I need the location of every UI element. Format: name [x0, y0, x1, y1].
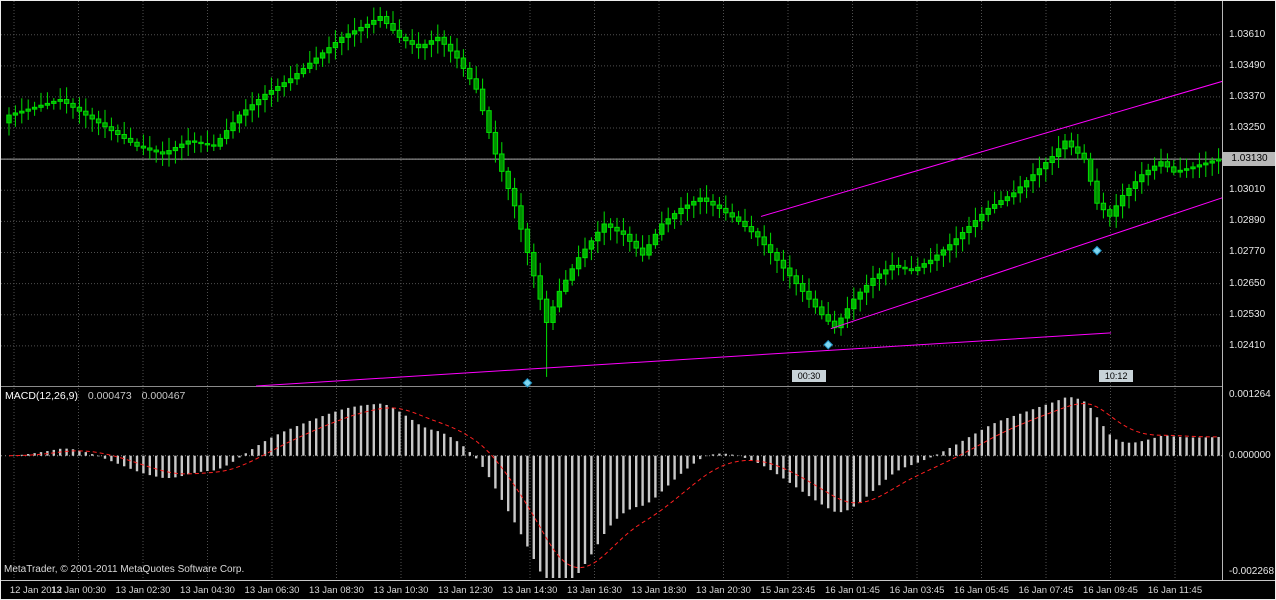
indicator-name: MACD(12,26,9) — [5, 390, 78, 402]
time-marker-tag[interactable]: 00:30 — [792, 370, 826, 382]
time-axis-label: 16 Jan 03:45 — [889, 585, 945, 596]
trendlines[interactable] — [256, 80, 1222, 387]
time-axis-label: 13 Jan 14:30 — [502, 585, 558, 596]
time-axis[interactable]: 12 Jan 2012 13 Jan 00:30 13 Jan 02:30 13 Ja… — [1, 580, 1275, 599]
time-axis-label: 16 Jan 05:45 — [954, 585, 1009, 596]
copyright-text: MetaTrader, © 2001-2011 MetaQuotes Softw… — [4, 564, 245, 575]
indicator-main-value: 0.000473 — [87, 390, 132, 402]
time-axis-label: 13 Jan 12:30 — [438, 585, 493, 596]
trendline[interactable] — [830, 197, 1222, 330]
price-axis-label: 1.03370 — [1229, 90, 1266, 102]
time-axis-label: 15 Jan 23:45 — [760, 585, 816, 596]
time-axis-label: 13 Jan 18:30 — [631, 585, 687, 596]
diamond-marker[interactable] — [522, 377, 533, 388]
price-axis-label: 1.03490 — [1229, 59, 1266, 71]
macd-axis-label-top: 0.001264 — [1229, 389, 1271, 400]
chart-markers[interactable] — [522, 245, 1102, 388]
candlestick-chart[interactable] — [1, 1, 1222, 579]
macd-axis-label-zero: 0.000000 — [1229, 450, 1271, 461]
time-axis-label: 16 Jan 07:45 — [1018, 585, 1074, 596]
price-axis[interactable]: 1.03130 0.001264 0.000000 -0.002268 1.03… — [1222, 1, 1275, 580]
candles-series — [6, 7, 1222, 377]
time-axis-label: 12 Jan 2012 — [9, 585, 63, 596]
time-axis-label: 16 Jan 09:45 — [1083, 585, 1138, 596]
trendline[interactable] — [256, 332, 1112, 387]
trendline[interactable] — [760, 80, 1222, 217]
time-axis-label: 16 Jan 11:45 — [1147, 585, 1203, 596]
price-axis-label: 1.02410 — [1229, 339, 1266, 351]
time-axis-label: 13 Jan 00:30 — [51, 585, 106, 596]
macd-signal-line — [8, 402, 1219, 569]
price-axis-label: 1.03610 — [1229, 28, 1266, 40]
macd-axis-label-bottom: -0.002268 — [1229, 566, 1275, 577]
price-axis-label: 1.03250 — [1229, 122, 1266, 134]
diamond-marker[interactable] — [823, 339, 834, 350]
time-axis-label: 16 Jan 01:45 — [825, 585, 880, 596]
price-axis-label: 1.02650 — [1229, 277, 1266, 289]
price-axis-label: 1.02770 — [1229, 246, 1266, 258]
price-axis-label: 1.02530 — [1229, 308, 1266, 320]
time-axis-label: 13 Jan 10:30 — [373, 585, 429, 596]
time-axis-label: 13 Jan 06:30 — [244, 585, 300, 596]
macd-indicator-label: MACD(12,26,9) 0.000473 0.000467 — [5, 390, 185, 402]
current-price-tag: 1.03130 — [1223, 152, 1275, 167]
time-axis-label: 13 Jan 20:30 — [696, 585, 751, 596]
time-axis-label: 13 Jan 02:30 — [115, 585, 171, 596]
time-axis-label: 13 Jan 08:30 — [309, 585, 364, 596]
time-axis-label: 13 Jan 16:30 — [567, 585, 622, 596]
time-marker-tag[interactable]: 10:12 — [1099, 370, 1134, 382]
macd-histogram — [14, 397, 1220, 578]
price-axis-label: 1.02890 — [1229, 215, 1266, 227]
grid-lines — [1, 1, 1222, 579]
time-axis-label: 13 Jan 04:30 — [180, 585, 235, 596]
diamond-marker[interactable] — [1092, 245, 1102, 256]
price-axis-label: 1.03010 — [1229, 184, 1266, 196]
indicator-signal-value: 0.000467 — [141, 390, 186, 402]
